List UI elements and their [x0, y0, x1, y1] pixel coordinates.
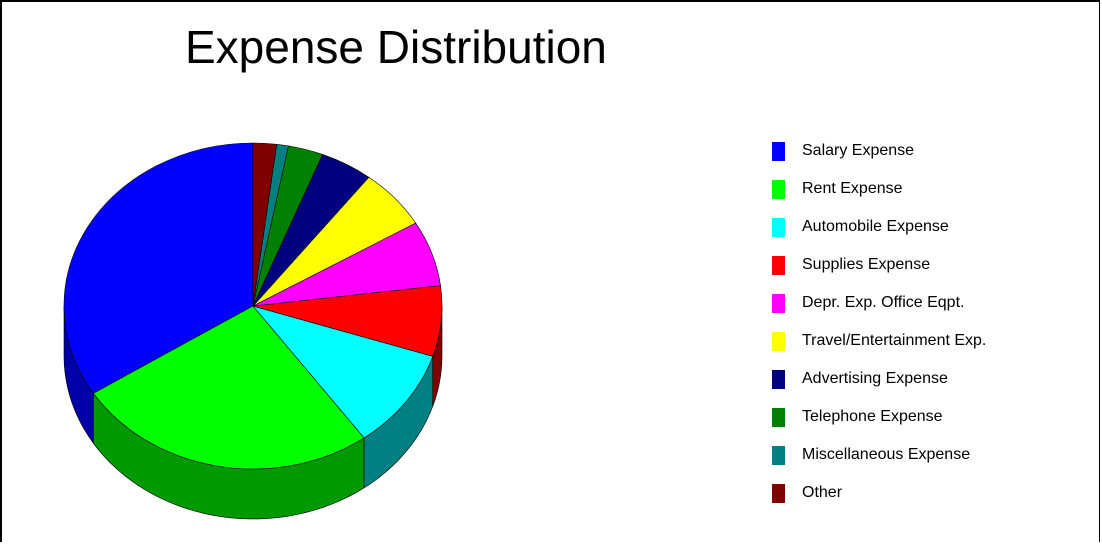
legend-label: Automobile Expense	[802, 218, 949, 235]
pie-slice-other	[252, 142, 278, 307]
legend-swatch	[772, 369, 785, 389]
pie-tops	[63, 142, 443, 470]
legend-label: Telephone Expense	[802, 408, 943, 425]
legend-swatch	[772, 293, 785, 313]
pie-slice-rent-expense	[92, 305, 365, 470]
legend-swatch	[772, 141, 785, 161]
legend: Salary Expense Rent Expense Automobile Exp…	[772, 132, 986, 512]
legend-item-telephone-expense: Telephone Expense	[772, 398, 986, 436]
legend-item-miscellaneous-expense: Miscellaneous Expense	[772, 436, 986, 474]
legend-item-automobile-expense: Automobile Expense	[772, 208, 986, 246]
pie-slice-salary-expense	[63, 142, 254, 394]
legend-label: Supplies Expense	[802, 256, 931, 273]
legend-swatch	[772, 483, 785, 503]
legend-item-travel-entertainment-exp: Travel/Entertainment Exp.	[772, 322, 986, 360]
legend-item-advertising-expense: Advertising Expense	[772, 360, 986, 398]
legend-item-other: Other	[772, 474, 986, 512]
legend-swatch	[772, 255, 785, 275]
legend-label: Depr. Exp. Office Eqpt.	[802, 294, 965, 311]
legend-label: Other	[802, 484, 843, 501]
legend-label: Miscellaneous Expense	[802, 446, 971, 463]
chart-title: Expense Distribution	[185, 21, 607, 73]
pie-slice-automobile-expense	[252, 305, 434, 439]
legend-item-supplies-expense: Supplies Expense	[772, 246, 986, 284]
legend-item-rent-expense: Rent Expense	[772, 170, 986, 208]
legend-swatch	[772, 179, 785, 199]
legend-swatch	[772, 331, 785, 351]
legend-swatch	[772, 217, 785, 237]
legend-label: Advertising Expense	[802, 370, 948, 387]
legend-item-depr-exp-office-eqpt: Depr. Exp. Office Eqpt.	[772, 284, 986, 322]
legend-label: Rent Expense	[802, 180, 903, 197]
legend-item-salary-expense: Salary Expense	[772, 132, 986, 170]
legend-label: Travel/Entertainment Exp.	[802, 332, 987, 349]
legend-label: Salary Expense	[802, 142, 915, 159]
legend-swatch	[772, 407, 785, 427]
legend-swatch	[772, 445, 785, 465]
